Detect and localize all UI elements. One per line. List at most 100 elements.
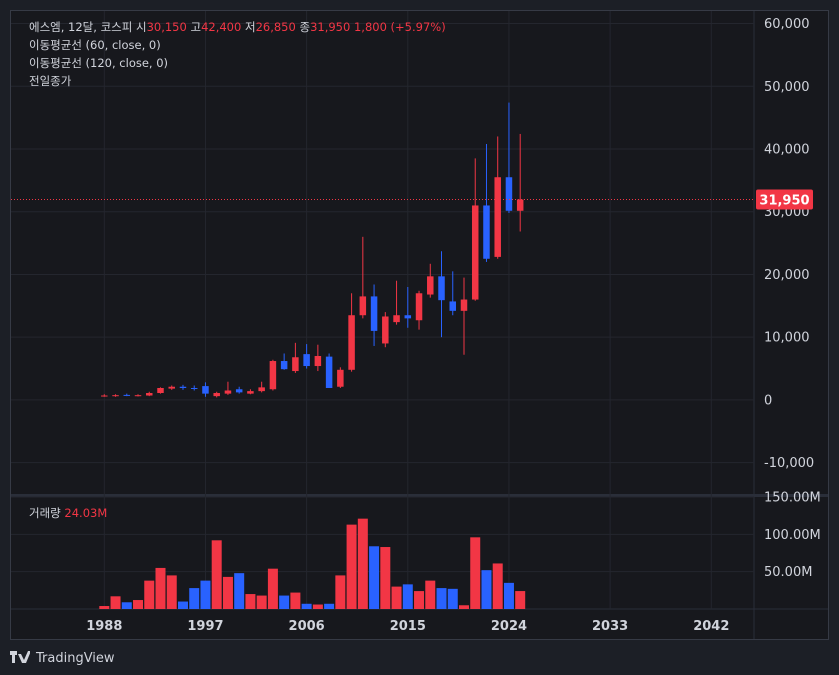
candle-body bbox=[337, 369, 344, 387]
volume-tick-label: 150.00M bbox=[764, 491, 821, 506]
volume-bar bbox=[99, 606, 110, 609]
candle-body bbox=[483, 205, 490, 259]
volume-legend[interactable]: 거래량 24.03M bbox=[29, 505, 107, 521]
candle-body bbox=[179, 386, 187, 388]
volume-bar bbox=[492, 563, 503, 609]
candle-body bbox=[438, 276, 445, 301]
chart-canvas[interactable]: 60,00050,00040,00030,00020,00010,0000-10… bbox=[11, 11, 828, 639]
candle-body bbox=[505, 177, 513, 211]
volume-tick-label: 100.00M bbox=[764, 528, 821, 543]
volume-value: 24.03M bbox=[64, 506, 108, 520]
time-tick-label: 1997 bbox=[187, 619, 223, 634]
ohlc-legend: 에스엠, 12달, 코스피 시30,150 고42,400 저26,850 종3… bbox=[29, 19, 446, 35]
brand-name[interactable]: TradingView bbox=[36, 650, 115, 666]
close-label: 종 bbox=[299, 20, 311, 34]
candle-body bbox=[393, 315, 400, 323]
candle-body bbox=[348, 315, 355, 370]
prev-close-legend[interactable]: 전일종가 bbox=[29, 74, 72, 88]
candle-body bbox=[460, 299, 468, 311]
price-tick-label: 60,000 bbox=[764, 17, 810, 32]
candle-body bbox=[314, 356, 322, 367]
candle-body bbox=[370, 296, 378, 331]
low-value: 26,850 bbox=[255, 20, 296, 34]
close-value: 31,950 bbox=[310, 20, 351, 34]
candle-body bbox=[303, 354, 310, 367]
candle-body bbox=[202, 386, 209, 394]
volume-bar bbox=[312, 604, 323, 609]
candle-body bbox=[247, 391, 254, 394]
volume-bar bbox=[200, 580, 211, 609]
candle-body bbox=[123, 394, 131, 396]
volume-bar bbox=[447, 588, 458, 609]
volume-bar bbox=[177, 601, 188, 609]
time-tick-label: 2015 bbox=[390, 619, 426, 634]
volume-bar bbox=[121, 602, 132, 609]
tradingview-logo-icon[interactable] bbox=[10, 649, 31, 667]
candle-body bbox=[325, 356, 333, 388]
high-value: 42,400 bbox=[201, 20, 242, 34]
volume-bar bbox=[234, 573, 245, 609]
volume-bar bbox=[515, 591, 526, 609]
time-tick-label: 2006 bbox=[289, 619, 325, 634]
candle-body bbox=[235, 389, 243, 393]
volume-bar bbox=[166, 575, 177, 609]
volume-bar bbox=[414, 591, 425, 609]
volume-bar bbox=[144, 580, 155, 609]
ma1-legend[interactable]: 이동평균선 (60, close, 0) bbox=[29, 38, 161, 52]
volume-bar bbox=[391, 586, 402, 609]
time-axis[interactable]: 1988 1997 2006 2015 2024 2033 2042 bbox=[86, 619, 729, 634]
candle-body bbox=[415, 293, 423, 321]
volume-bar bbox=[133, 600, 144, 609]
volume-bar bbox=[324, 603, 335, 609]
volume-bar bbox=[110, 596, 121, 609]
last-price-badge bbox=[756, 189, 813, 210]
candle-body bbox=[146, 393, 153, 396]
candle-body bbox=[382, 316, 389, 344]
candle-body bbox=[190, 387, 198, 389]
volume-bar bbox=[335, 575, 346, 609]
ma2-legend[interactable]: 이동평균선 (120, close, 0) bbox=[29, 56, 169, 70]
candle-body bbox=[213, 393, 220, 397]
candle-body bbox=[258, 387, 265, 392]
price-tick-label: 50,000 bbox=[764, 80, 810, 95]
candle-body bbox=[112, 395, 119, 397]
open-value: 30,150 bbox=[146, 20, 187, 34]
volume-bar bbox=[267, 568, 278, 609]
low-label: 저 bbox=[244, 20, 256, 34]
candle-body bbox=[471, 205, 479, 300]
candle-body bbox=[134, 395, 142, 397]
last-price-label: 31,950 bbox=[759, 193, 809, 208]
candle-body bbox=[449, 301, 457, 311]
high-label: 고 bbox=[190, 20, 202, 34]
volume-pane bbox=[99, 518, 526, 609]
volume-bar bbox=[436, 588, 447, 609]
price-pane bbox=[11, 102, 754, 398]
change-value: 1,800 (+5.97%) bbox=[353, 20, 446, 34]
volume-bar bbox=[290, 592, 301, 609]
candle-body bbox=[224, 390, 232, 394]
candle-body bbox=[101, 395, 108, 397]
volume-bar bbox=[279, 595, 290, 609]
volume-bar bbox=[369, 546, 380, 609]
volume-bar bbox=[155, 567, 166, 609]
price-tick-label: 20,000 bbox=[764, 268, 810, 283]
volume-label: 거래량 bbox=[29, 506, 61, 520]
price-tick-label: -10,000 bbox=[764, 456, 814, 471]
price-tick-label: 0 bbox=[764, 393, 772, 408]
candle-body bbox=[427, 276, 434, 295]
volume-bar bbox=[346, 524, 357, 609]
price-axis[interactable]: 60,00050,00040,00030,00020,00010,0000-10… bbox=[756, 17, 821, 580]
volume-bar bbox=[458, 605, 469, 609]
chart-frame: 60,000 50,000 40,000 30,000 20,000 10,000 0 -10… bbox=[10, 10, 829, 640]
volume-tick-label: 50.00M bbox=[764, 565, 812, 580]
symbol-label[interactable]: 에스엠, 12달, 코스피 bbox=[29, 20, 133, 34]
time-tick-label: 2042 bbox=[693, 619, 729, 634]
candle-body bbox=[292, 357, 299, 372]
volume-bar bbox=[245, 594, 256, 609]
candle-body bbox=[157, 387, 164, 394]
candle-body bbox=[359, 296, 367, 316]
open-label: 시 bbox=[135, 20, 147, 34]
footer: TradingView bbox=[10, 648, 115, 668]
volume-bar bbox=[481, 570, 492, 609]
volume-bar bbox=[503, 582, 514, 609]
